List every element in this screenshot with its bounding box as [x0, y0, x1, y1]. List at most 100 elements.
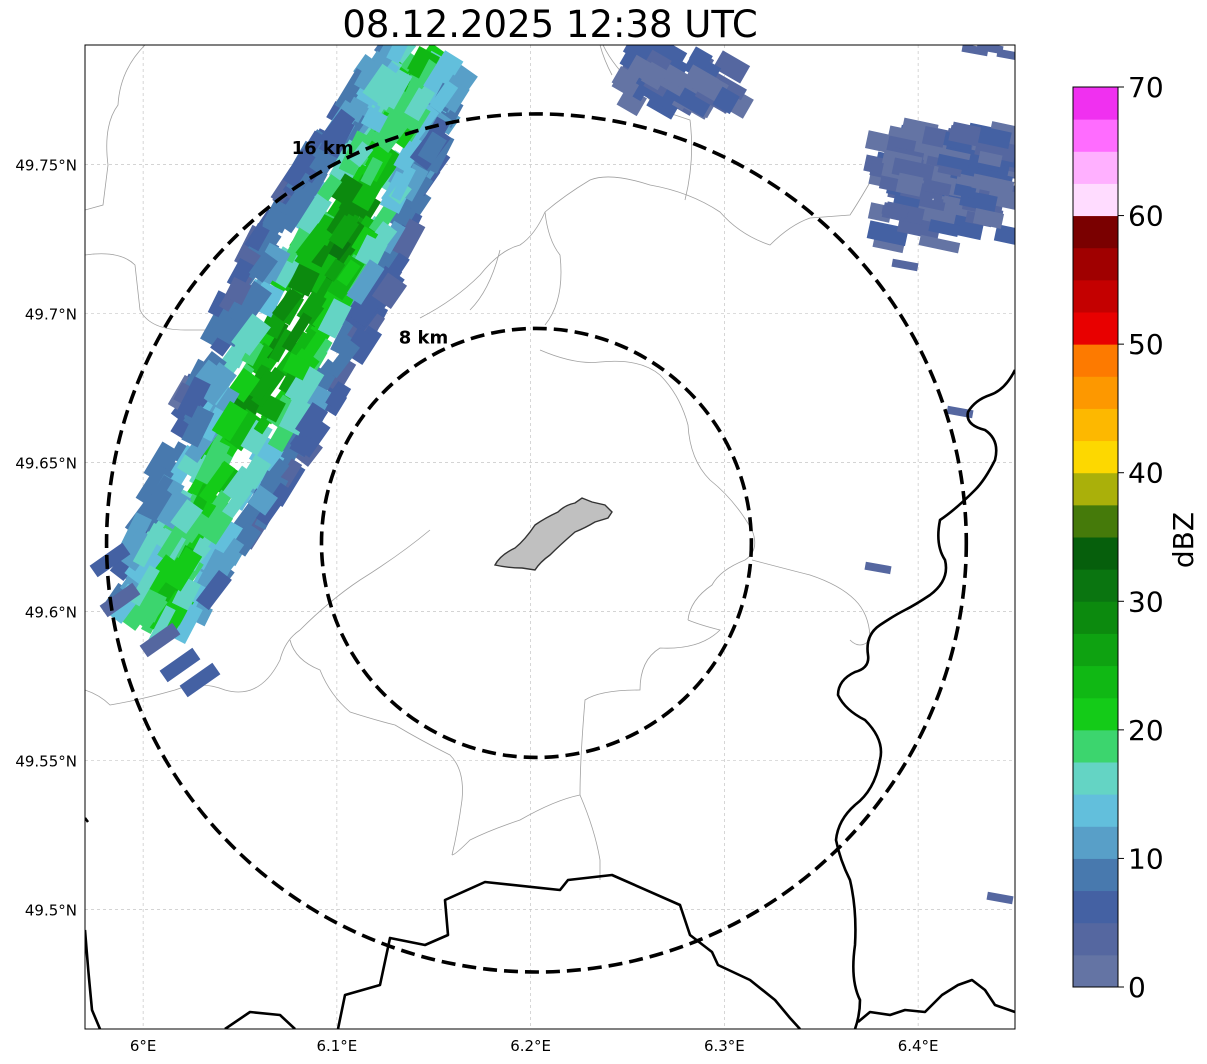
- echo-cell: [881, 205, 909, 219]
- range-ring-8km: [319, 326, 754, 760]
- echo-cell: [318, 108, 356, 150]
- colorbar-tick-label: 40: [1128, 457, 1164, 490]
- echo-cell: [287, 263, 320, 297]
- echo-cell: [328, 214, 360, 250]
- colorbar-label: dBZ: [1167, 512, 1200, 568]
- colorbar-segment: [1073, 569, 1118, 602]
- range-ring-label: 8 km: [399, 328, 449, 349]
- echo-cell: [99, 582, 141, 618]
- echo-cell: [682, 64, 719, 98]
- y-tick-label: 49.75°N: [15, 156, 77, 174]
- colorbar-segment: [1073, 87, 1118, 120]
- colorbar-segment: [1073, 601, 1118, 634]
- echo-cell: [864, 561, 892, 575]
- echo-cell: [250, 369, 278, 401]
- echo-cell: [241, 339, 264, 367]
- echo-cell: [218, 537, 245, 568]
- echo-cell: [195, 569, 232, 611]
- colorbar-segment: [1073, 183, 1118, 217]
- echo-cell: [371, 272, 408, 310]
- colorbar-tick-label: 50: [1128, 328, 1164, 361]
- echo-cell: [994, 227, 1015, 246]
- echo-cell: [392, 218, 426, 259]
- echo-cell: [371, 45, 403, 77]
- colorbar-segment: [1073, 215, 1118, 249]
- x-tick-labels: 6°E 6.1°E 6.2°E 6.3°E 6.4°E: [130, 1037, 939, 1055]
- y-tick-label: 49.55°N: [15, 753, 77, 771]
- echo-cell: [429, 80, 459, 114]
- echo-cell: [423, 50, 464, 97]
- echo-cell: [948, 124, 988, 148]
- x-tick-label: 6.2°E: [510, 1037, 551, 1055]
- echo-cell: [317, 298, 352, 339]
- echo-cell: [360, 106, 388, 133]
- echo-cell: [246, 222, 271, 252]
- colorbar-segment: [1073, 247, 1118, 281]
- echo-cell: [336, 259, 361, 287]
- echo-cell: [198, 507, 234, 545]
- range-ring-label: 16 km: [292, 138, 354, 159]
- colorbar-segment: [1073, 344, 1118, 377]
- echo-cell: [173, 603, 203, 645]
- echo-cell: [393, 134, 425, 173]
- echo-cell: [164, 546, 203, 592]
- echo-cell: [325, 381, 352, 411]
- echo-cell: [228, 280, 272, 329]
- echo-cell: [347, 174, 383, 212]
- y-tick-label: 49.6°N: [25, 604, 77, 622]
- colorbar-segment: [1073, 376, 1118, 409]
- colorbar-segment: [1073, 922, 1118, 956]
- echo-cell: [369, 110, 411, 153]
- echo-cell: [248, 251, 278, 283]
- y-tick-labels: 49.5°N 49.55°N 49.6°N 49.65°N 49.7°N 49.75°N: [15, 156, 77, 919]
- echo-cell: [89, 542, 131, 578]
- colorbar-segment: [1073, 504, 1118, 538]
- echo-cell: [346, 259, 385, 305]
- echo-cell: [295, 223, 333, 264]
- echo-cell: [143, 474, 174, 513]
- range-rings: 8 km 16 km: [104, 112, 969, 974]
- echo-cell: [360, 156, 383, 187]
- echo-cell: [972, 208, 1005, 229]
- map-gridlines: [85, 45, 1015, 1029]
- echo-cell: [171, 576, 201, 611]
- range-ring-16km: [104, 112, 969, 974]
- colorbar-segment: [1073, 890, 1118, 924]
- echo-cell: [377, 67, 413, 110]
- echo-cell: [224, 276, 252, 306]
- echo-cell: [156, 489, 192, 530]
- echo-cell: [354, 234, 388, 270]
- echo-cell: [224, 408, 264, 452]
- x-tick-label: 6.3°E: [704, 1037, 745, 1055]
- colorbar-tick-label: 20: [1128, 714, 1164, 747]
- colorbar-segment: [1073, 794, 1118, 827]
- echo-cell: [711, 72, 747, 101]
- echo-cell: [397, 206, 417, 228]
- country-borders: [85, 369, 1015, 1029]
- echo-cell: [295, 402, 329, 440]
- x-tick-label: 6.1°E: [316, 1037, 357, 1055]
- echo-cell: [211, 400, 249, 442]
- echo-cell: [407, 55, 439, 90]
- echo-cell: [992, 187, 1015, 212]
- colorbar-segment: [1073, 858, 1118, 892]
- colorbar-segment: [1073, 665, 1118, 699]
- echo-cell: [386, 45, 413, 64]
- radar-echoes: [89, 45, 1015, 905]
- echo-cell: [627, 54, 665, 88]
- echo-cell: [247, 484, 278, 516]
- echo-cell: [274, 186, 316, 234]
- echo-cell: [198, 460, 236, 504]
- x-tick-label: 6.4°E: [898, 1037, 939, 1055]
- echo-cell: [182, 512, 210, 544]
- colorbar-segment: [1073, 954, 1118, 988]
- echo-cell: [955, 173, 990, 191]
- echo-cell: [284, 362, 325, 408]
- colorbar: 0 10 20 30 40 50 60 70 dBZ: [1072, 71, 1200, 1004]
- echo-cell: [132, 522, 166, 568]
- colorbar-segment: [1073, 119, 1118, 152]
- echo-cell: [976, 45, 1004, 55]
- echo-cell: [324, 258, 346, 282]
- echo-cell: [179, 662, 221, 698]
